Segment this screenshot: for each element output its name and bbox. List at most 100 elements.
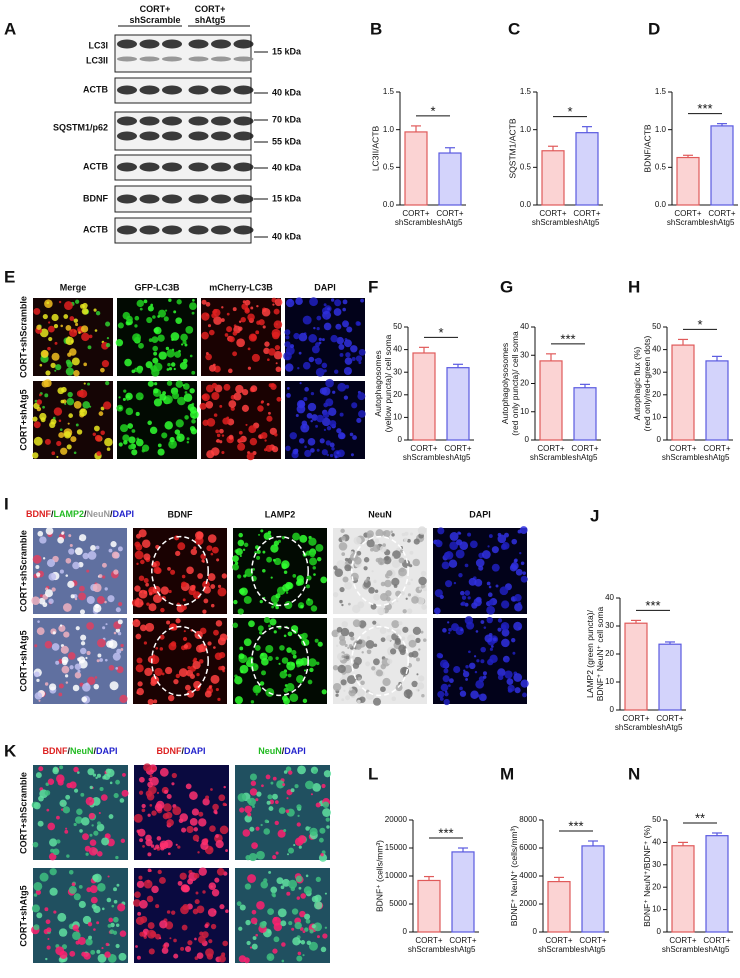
micro-spot — [78, 331, 81, 334]
micro-spot — [69, 316, 75, 321]
x-tick-label: CORT+ shAtg5 — [449, 936, 477, 954]
micro-spot — [439, 594, 444, 600]
micro-spot — [354, 556, 362, 565]
micro-spot — [507, 684, 515, 692]
micro-spot — [273, 936, 280, 943]
y-axis-label: Autophagic flux (%) — [632, 346, 642, 420]
micro-spot — [329, 420, 337, 427]
micro-spot — [184, 415, 189, 420]
micro-spot — [443, 698, 450, 706]
micro-spot — [135, 543, 143, 551]
micro-spot — [460, 628, 464, 632]
micro-spot — [136, 299, 144, 308]
micro-spot — [357, 699, 361, 704]
micro-spot — [190, 548, 198, 556]
micro-spot — [38, 699, 41, 702]
micro-spot — [196, 952, 204, 959]
micro-spot — [136, 955, 141, 960]
micro-spot — [377, 558, 385, 566]
micro-spot — [85, 938, 93, 946]
micro-spot — [58, 419, 62, 423]
micro-spot — [386, 658, 393, 665]
column-header: DAPI — [314, 282, 336, 292]
micro-spot — [286, 683, 295, 692]
micro-spot — [161, 432, 168, 439]
micro-spot — [318, 341, 322, 345]
micro-spot — [170, 332, 180, 341]
micro-spot — [415, 637, 421, 644]
blot-band — [117, 56, 137, 62]
micro-spot — [372, 697, 382, 706]
micro-spot — [248, 425, 257, 434]
micro-spot — [163, 942, 170, 948]
micro-spot — [492, 637, 497, 642]
micro-spot — [250, 917, 258, 925]
micro-spot — [331, 629, 340, 638]
micro-spot — [232, 351, 238, 357]
micro-spot — [214, 877, 220, 883]
micro-spot — [337, 664, 346, 674]
micro-spot — [113, 899, 118, 904]
micro-spot — [268, 806, 274, 812]
significance-label: * — [438, 325, 443, 340]
micro-spot — [286, 661, 296, 671]
y-tick-label: 20000 — [385, 815, 408, 824]
header-part: DAPI — [96, 746, 118, 756]
micro-spot — [49, 887, 58, 896]
micro-spot — [75, 940, 80, 945]
micro-spot — [380, 637, 386, 643]
y-axis-label: BDNF⁺ NeuN⁺ (cells/mm³) — [509, 826, 519, 927]
row-label: CORT+shScramble — [18, 296, 28, 378]
micro-spot — [310, 448, 315, 453]
blot-label: ACTB — [83, 84, 108, 94]
marker-label: 55 kDa — [272, 136, 302, 146]
micro-spot — [72, 684, 80, 692]
micro-spot — [68, 534, 72, 538]
micro-spot — [118, 406, 122, 410]
micro-spot — [157, 443, 162, 448]
micro-spot — [141, 803, 146, 809]
y-axis-label: SQSTM1/ACTB — [507, 118, 517, 178]
micro-spot — [115, 339, 124, 347]
micro-spot — [202, 890, 206, 894]
micro-spot — [247, 812, 252, 817]
micro-spot — [345, 384, 350, 389]
micro-spot — [187, 940, 193, 946]
micro-spot — [264, 819, 269, 824]
micro-spot — [105, 381, 110, 386]
micro-spot — [411, 680, 418, 688]
micro-spot — [181, 581, 187, 588]
micro-spot — [511, 637, 516, 643]
x-tick-label: CORT+ shAtg5 — [579, 936, 607, 954]
micro-spot — [379, 545, 387, 553]
micro-spot — [505, 658, 509, 663]
micro-spot — [32, 554, 42, 564]
micro-spot — [218, 794, 226, 802]
micro-spot — [192, 834, 200, 842]
micro-spot — [334, 299, 342, 307]
micro-spot — [205, 401, 214, 409]
micro-spot — [356, 550, 362, 556]
micro-spot — [353, 536, 362, 545]
micro-spot — [461, 595, 467, 600]
micro-spot — [228, 368, 233, 374]
micro-spot — [73, 451, 77, 455]
micro-spot — [455, 549, 465, 559]
micro-spot — [257, 625, 264, 632]
micro-spot — [33, 671, 40, 678]
micro-spot — [285, 346, 295, 356]
micro-spot — [417, 526, 427, 535]
bar — [575, 132, 599, 206]
micro-spot — [90, 545, 96, 551]
micro-spot — [261, 307, 271, 317]
micro-spot — [310, 793, 313, 796]
panel-letter: L — [368, 764, 378, 783]
micro-spot — [142, 844, 145, 848]
micro-spot — [440, 683, 449, 692]
micro-spot — [72, 924, 79, 931]
micro-spot — [348, 688, 356, 697]
micro-spot — [115, 667, 119, 670]
micro-spot — [143, 299, 148, 304]
micro-spot — [111, 904, 115, 908]
micro-spot — [377, 607, 386, 616]
